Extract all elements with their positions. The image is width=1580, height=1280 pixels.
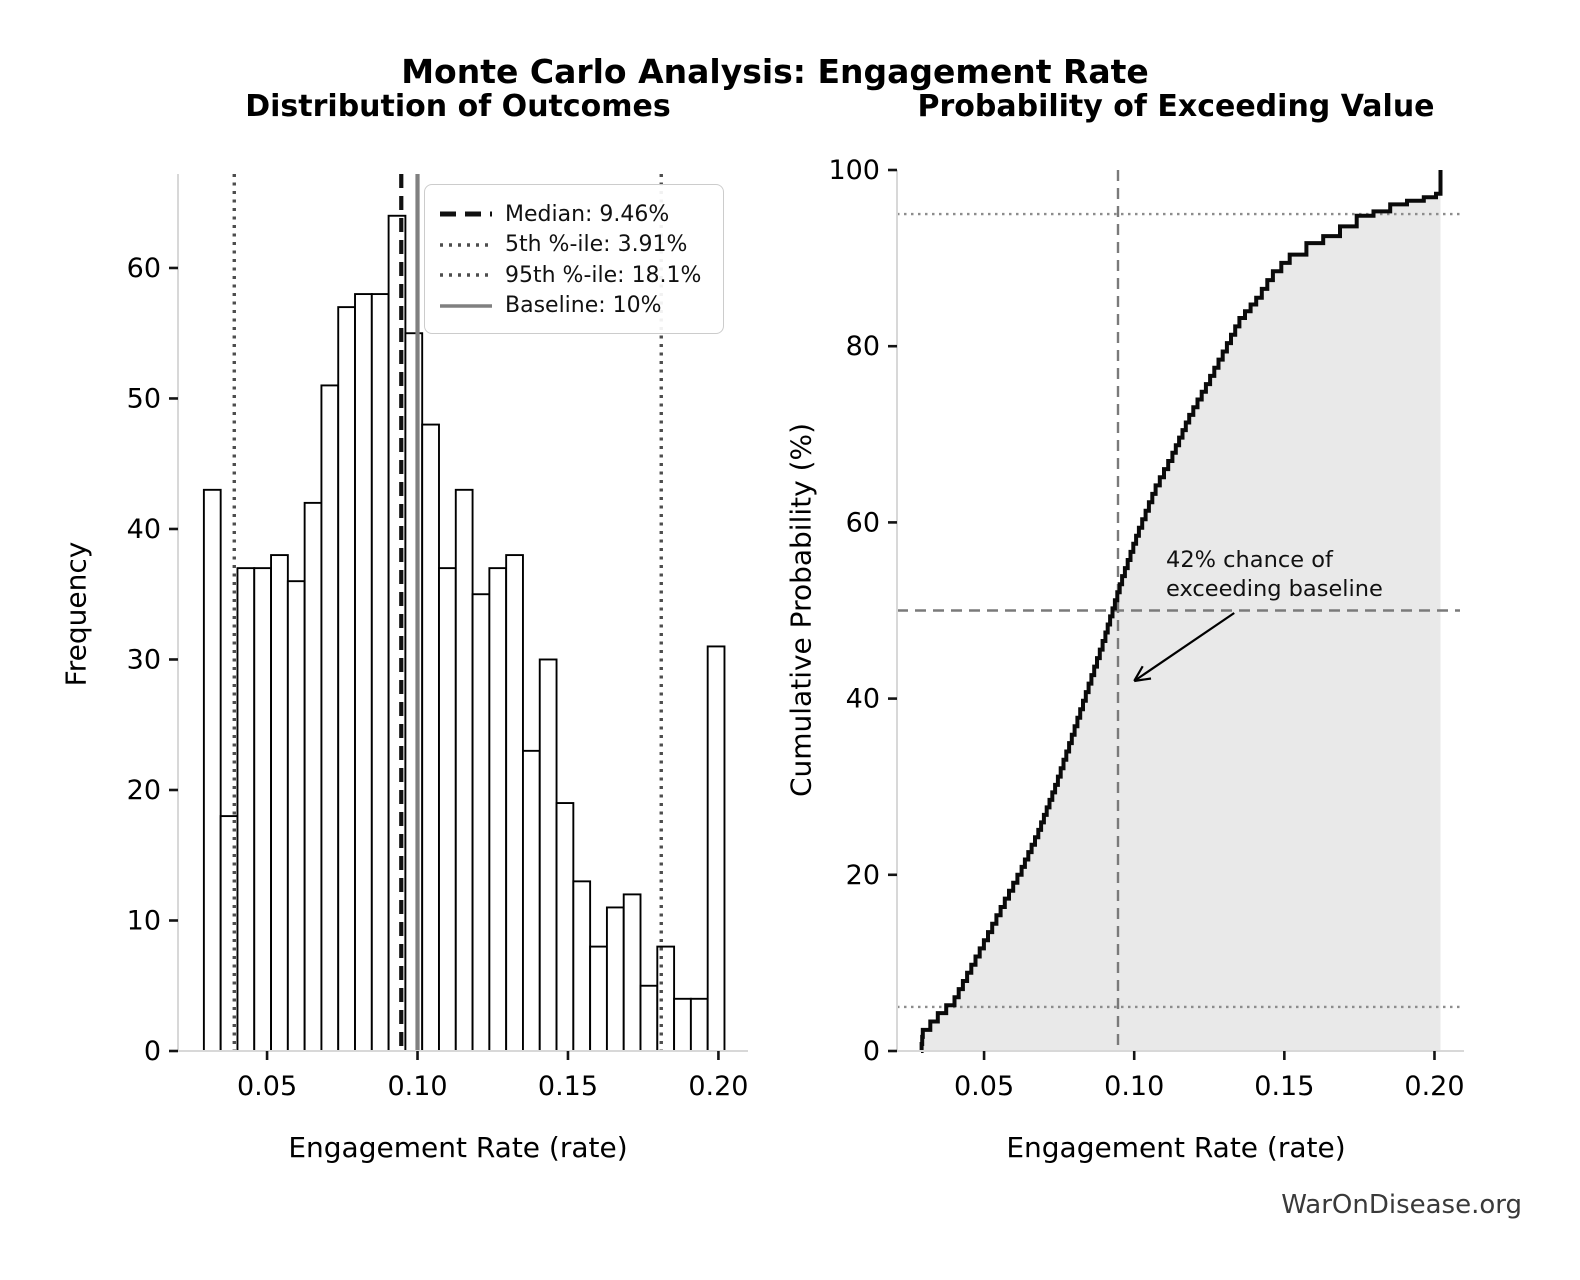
histogram-bar xyxy=(605,906,625,1052)
left-y-axis-label: Frequency xyxy=(59,541,93,687)
right-y-tick-label: 20 xyxy=(846,860,880,891)
right-y-tick-label: 100 xyxy=(828,155,880,186)
histogram-bar xyxy=(622,893,642,1052)
histogram-bar xyxy=(589,945,608,1052)
right-x-tick-label: 0.10 xyxy=(1104,1071,1164,1102)
legend-item-label: 5th %-ile: 3.91% xyxy=(505,232,688,258)
legend: Median: 9.46% 5th %-ile: 3.91% 95th %-ile:… xyxy=(424,184,724,334)
annotation-line-1: 42% chance of xyxy=(1166,547,1333,573)
left-y-tick-label: 40 xyxy=(127,514,161,545)
histogram-bar xyxy=(286,580,306,1052)
right-y-tick-label: 60 xyxy=(846,507,880,538)
left-x-tick-label: 0.15 xyxy=(538,1071,598,1102)
histogram-bar xyxy=(337,306,356,1052)
histogram-bar xyxy=(689,997,709,1052)
left-y-tick-label: 0 xyxy=(144,1036,161,1067)
legend-item-label: Baseline: 10% xyxy=(505,293,662,319)
left-y-tick-label: 20 xyxy=(127,775,161,806)
figure-suptitle: Monte Carlo Analysis: Engagement Rate xyxy=(401,52,1149,91)
legend-item: Median: 9.46% xyxy=(439,199,709,230)
annotation-text: 42% chance of exceeding baseline xyxy=(1166,546,1383,604)
cdf-fill-area xyxy=(921,170,1441,1051)
left-x-tick-label: 0.10 xyxy=(387,1071,447,1102)
histogram-bar xyxy=(303,501,323,1052)
histogram-bar xyxy=(270,554,289,1052)
histogram-bar xyxy=(370,293,390,1052)
histogram-bar xyxy=(673,997,692,1052)
right-y-axis-label: Cumulative Probability (%) xyxy=(784,422,818,798)
histogram-bar xyxy=(555,802,575,1052)
legend-sample-line xyxy=(440,273,492,277)
right-x-axis-label: Engagement Rate (rate) xyxy=(1006,1131,1346,1164)
left-chart-title: Distribution of Outcomes xyxy=(245,89,671,124)
histogram-bar xyxy=(572,880,592,1052)
watermark: WarOnDisease.org xyxy=(1281,1190,1522,1220)
histogram-bar xyxy=(320,384,340,1052)
legend-item-label: 95th %-ile: 18.1% xyxy=(505,262,702,288)
histogram-bar xyxy=(488,567,508,1052)
legend-item: Baseline: 10% xyxy=(439,291,709,322)
right-x-tick-label: 0.15 xyxy=(1254,1071,1314,1102)
annotation-arrowhead xyxy=(1134,677,1152,683)
left-x-tick-label: 0.20 xyxy=(688,1071,748,1102)
histogram-bar xyxy=(538,658,558,1052)
right-x-tick-label: 0.20 xyxy=(1404,1071,1464,1102)
legend-sample-line xyxy=(440,304,492,308)
legend-item: 95th %-ile: 18.1% xyxy=(439,260,709,291)
annotation-line-2: exceeding baseline xyxy=(1166,576,1383,602)
histogram-bar xyxy=(706,645,726,1052)
left-y-tick-label: 50 xyxy=(127,383,161,414)
histogram-bar xyxy=(253,567,273,1052)
legend-item: 5th %-ile: 3.91% xyxy=(439,230,709,261)
histogram-bar xyxy=(505,554,524,1052)
histogram-bar xyxy=(639,984,659,1052)
left-y-tick-label: 10 xyxy=(127,905,161,936)
right-y-tick-label: 40 xyxy=(846,684,880,715)
right-x-tick-label: 0.05 xyxy=(954,1071,1014,1102)
histogram-bar xyxy=(438,567,457,1052)
histogram-bar xyxy=(454,488,474,1052)
right-y-tick-label: 0 xyxy=(863,1036,880,1067)
left-x-axis-label: Engagement Rate (rate) xyxy=(288,1131,628,1164)
left-y-tick-label: 30 xyxy=(127,644,161,675)
legend-sample-line xyxy=(440,211,492,217)
histogram-bar xyxy=(421,423,440,1052)
histogram-bar xyxy=(471,593,491,1052)
left-y-tick-label: 60 xyxy=(127,253,161,284)
annotation-arrowhead xyxy=(1133,665,1144,682)
right-chart-title: Probability of Exceeding Value xyxy=(917,89,1435,124)
histogram-bar xyxy=(236,567,256,1052)
legend-item-label: Median: 9.46% xyxy=(505,201,670,227)
histogram-bar xyxy=(404,332,424,1052)
annotation-arrow xyxy=(1133,612,1235,682)
histogram-bar xyxy=(354,293,373,1052)
cdf-curve xyxy=(919,170,1443,1053)
left-x-tick-label: 0.05 xyxy=(237,1071,297,1102)
legend-sample-line xyxy=(440,243,492,247)
right-y-tick-label: 80 xyxy=(846,331,880,362)
histogram-bar xyxy=(202,488,222,1052)
histogram-bar xyxy=(522,749,541,1052)
